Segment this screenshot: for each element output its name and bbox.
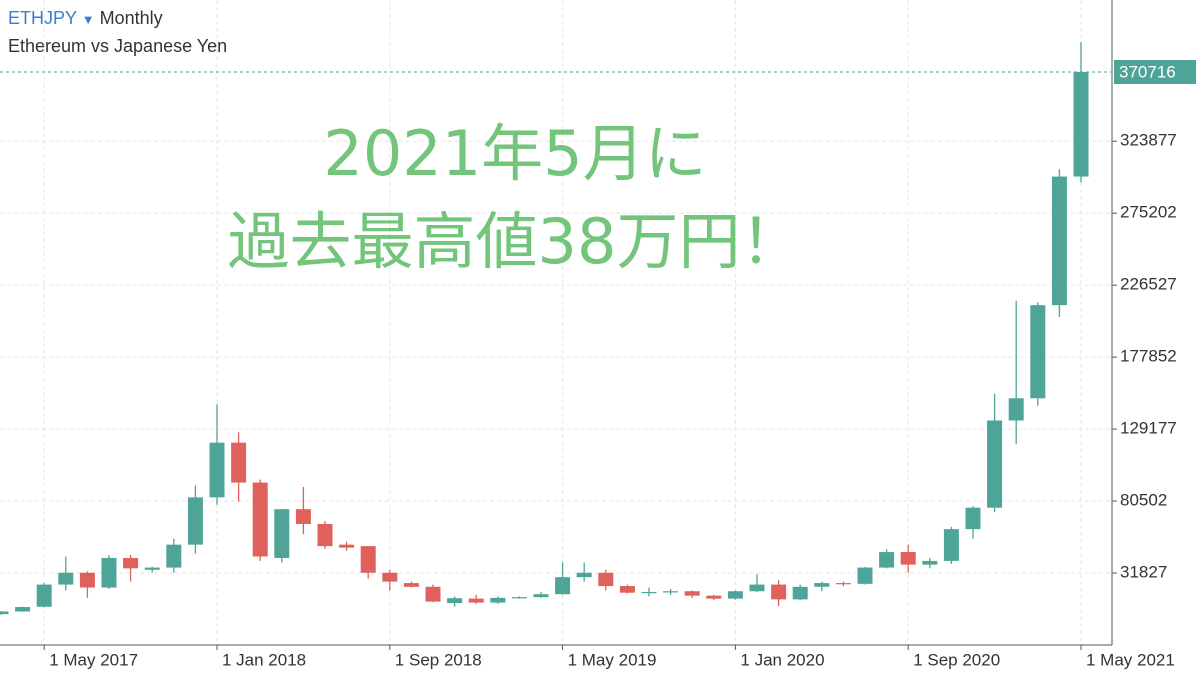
candle-body	[295, 509, 311, 524]
candle-body	[727, 591, 743, 599]
candle-body	[425, 586, 441, 602]
candle-body	[382, 572, 398, 582]
candle-body	[144, 567, 160, 570]
x-tick-label: 1 Sep 2020	[913, 650, 1000, 669]
dropdown-icon[interactable]: ▼	[81, 12, 95, 27]
symbol[interactable]: ETHJPY	[8, 8, 77, 28]
candle-body	[15, 607, 31, 612]
candle-body	[274, 509, 290, 558]
candle-body	[79, 572, 95, 588]
candle-body	[641, 591, 657, 594]
candle-body	[1030, 305, 1046, 399]
last-price-box	[1114, 60, 1196, 85]
candle-body	[835, 583, 851, 585]
candle-body	[900, 552, 916, 565]
candle-body	[943, 529, 959, 561]
candle-body	[1051, 176, 1067, 306]
last-price-label: 370716	[1119, 62, 1176, 81]
x-tick-label: 1 May 2019	[568, 650, 657, 669]
candle-body	[490, 597, 506, 603]
y-tick-label: 80502	[1120, 491, 1167, 510]
candle-body	[166, 544, 182, 568]
y-tick-label: 177852	[1120, 347, 1177, 366]
candle-body	[619, 586, 635, 593]
chart-title: Ethereum vs Japanese Yen	[8, 36, 228, 56]
x-tick-label: 1 Sep 2018	[395, 650, 482, 669]
candles	[0, 42, 1089, 615]
candle-body	[511, 597, 527, 599]
candle-body	[231, 442, 247, 483]
candle-body	[447, 598, 463, 604]
candle-body	[317, 523, 333, 547]
y-tick-label: 275202	[1120, 203, 1177, 222]
candle-body	[814, 583, 830, 587]
candle-body	[58, 572, 74, 585]
candle-body	[187, 497, 203, 545]
y-tick-label: 129177	[1120, 419, 1177, 438]
annotation: 2021年5月に	[323, 117, 706, 190]
grid	[0, 0, 1112, 645]
candle-body	[857, 567, 873, 584]
candle-body	[771, 584, 787, 600]
candle-body	[252, 482, 268, 557]
candle-body	[792, 586, 808, 600]
candle-body	[706, 595, 722, 599]
candle-body	[339, 544, 355, 548]
candle-body	[576, 572, 592, 578]
interval[interactable]: Monthly	[99, 8, 163, 28]
header: ETHJPY ▼ Monthly	[8, 8, 163, 29]
candle-body	[879, 552, 895, 568]
candle-body	[403, 583, 419, 587]
candle-body	[749, 584, 765, 592]
y-tick-label: 323877	[1120, 131, 1177, 150]
annotation: 過去最高値38万円！	[228, 205, 803, 278]
candle-body	[1008, 398, 1024, 421]
candle-body	[555, 577, 571, 595]
candle-body	[101, 557, 117, 588]
candle-body	[0, 611, 9, 615]
candle-body	[36, 584, 52, 607]
candle-body	[360, 546, 376, 573]
candle-body	[123, 557, 139, 569]
candle-body	[663, 591, 679, 593]
candle-body	[965, 507, 981, 530]
candle-body	[1073, 72, 1089, 177]
x-tick-label: 1 Jan 2020	[740, 650, 824, 669]
candle-body	[533, 594, 549, 598]
candle-body	[598, 572, 614, 587]
candle-body	[209, 442, 225, 498]
y-tick-label: 31827	[1120, 562, 1167, 581]
candle-body	[987, 420, 1003, 508]
candle-body	[684, 591, 700, 596]
y-tick-label: 226527	[1120, 275, 1177, 294]
x-tick-label: 1 May 2017	[49, 650, 138, 669]
x-tick-label: 1 May 2021	[1086, 650, 1175, 669]
candle-body	[922, 560, 938, 565]
candle-body	[468, 598, 484, 603]
x-tick-label: 1 Jan 2018	[222, 650, 306, 669]
